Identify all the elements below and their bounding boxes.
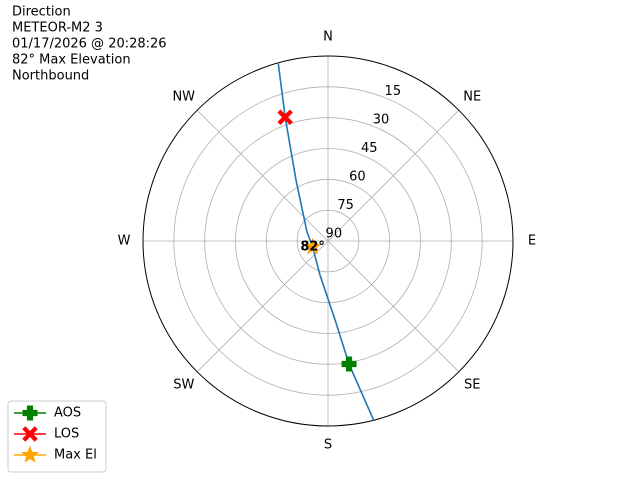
theta-label: W	[118, 234, 131, 249]
theta-label: SW	[173, 378, 194, 393]
theta-label: N	[323, 30, 333, 45]
grid-line	[196, 109, 329, 242]
theta-label: NW	[172, 89, 195, 104]
marker	[21, 445, 39, 463]
track-line	[277, 62, 375, 421]
theta-label: SE	[464, 378, 480, 393]
legend-label: Max El	[54, 448, 97, 463]
r-tick-label: 30	[373, 112, 390, 127]
marker	[341, 356, 357, 372]
legend-label: AOS	[54, 406, 81, 421]
grid-line	[327, 240, 460, 373]
marker	[22, 426, 38, 442]
theta-label: NE	[463, 89, 481, 104]
marker	[22, 405, 38, 421]
r-tick-label: 60	[349, 169, 366, 184]
info-line: Direction	[12, 5, 71, 20]
marker	[277, 109, 293, 125]
annotation: 82°	[300, 239, 325, 254]
theta-label: S	[324, 438, 332, 453]
theta-label: E	[528, 234, 536, 249]
r-tick-label: 45	[361, 141, 378, 156]
r-tick-label: 90	[326, 226, 343, 241]
info-line: 82° Max Elevation	[12, 53, 131, 68]
marker	[303, 237, 322, 255]
legend-label: LOS	[54, 427, 79, 442]
info-line: Northbound	[12, 69, 89, 84]
info-line: 01/17/2026 @ 20:28:26	[12, 37, 167, 52]
grid-line	[196, 240, 329, 373]
r-tick-label: 15	[385, 84, 402, 99]
outer-circle	[142, 55, 514, 427]
legend: AOS LOS Max El	[7, 400, 107, 473]
info-line: METEOR-M2 3	[12, 21, 103, 36]
r-tick-label: 75	[337, 198, 354, 213]
grid-line	[327, 109, 460, 242]
